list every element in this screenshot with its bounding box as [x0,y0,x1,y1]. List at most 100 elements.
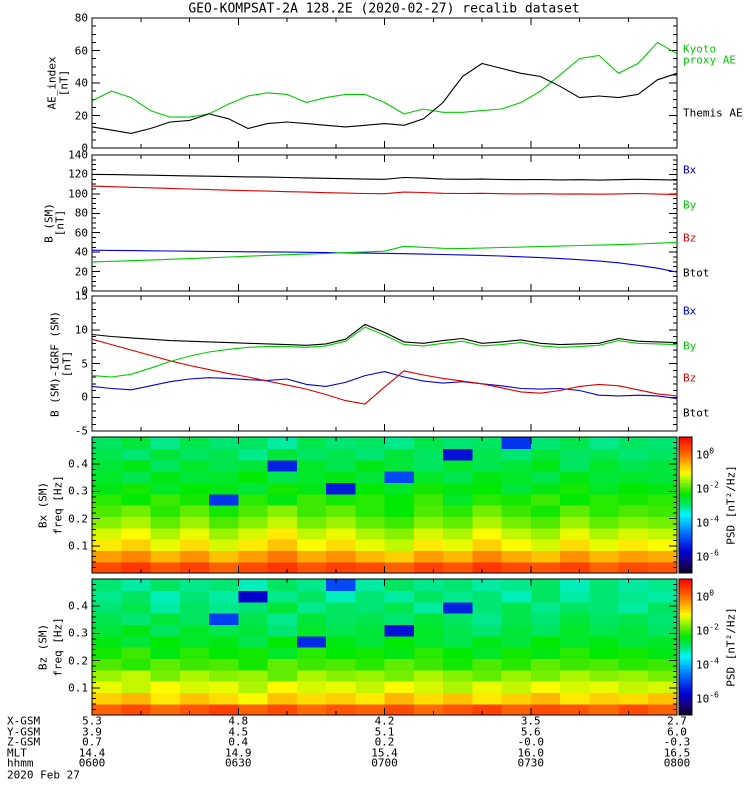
time-tick-label: 0700 [371,756,398,770]
y-tick-label: 60 [74,44,88,57]
axis-row-label: X-GSM [7,714,41,728]
axis-row-value: 4.2 [374,714,395,728]
y-tick-label: 0.3 [68,484,88,498]
y-axis-title: [nT] [53,209,67,237]
y-axis-title: [nT] [60,350,74,377]
axis-row-value: 16.5 [663,746,691,759]
series-Bz [91,185,678,196]
series-Bx [91,371,678,400]
y-tick-label: 0.2 [68,512,88,526]
legend-label: By [683,339,697,353]
y-tick-label: 0 [81,284,88,298]
chart-title: GEO-KOMPSAT-2A 128.2E (2020-02-27) recal… [188,1,580,17]
colorbar-tick-label: 10-2 [696,480,719,496]
axis-row-label: hhmm [7,756,34,770]
y-tick-label: 40 [74,245,88,259]
axis-row-value: 14.4 [78,746,106,759]
axis-row-value: 2.7 [667,714,687,728]
axis-row-value: 5.6 [520,725,541,738]
colorbar-tick-label: 10-4 [696,656,719,672]
axis-row-value: 0.2 [374,735,395,749]
legend-label: Bz [683,231,697,245]
y-axis-title: [nT] [57,69,71,97]
axis-row-label: Y-GSM [7,725,41,738]
time-tick-label: 0730 [517,756,545,770]
colorbar-tick-label: 10-6 [696,548,719,564]
y-tick-label: 80 [74,206,88,220]
axis-row-value: 16.0 [517,746,545,759]
time-tick-label: 0800 [663,756,691,770]
y-tick-label: -5 [74,424,88,438]
axis-row-value: -0.3 [663,735,691,749]
series-Bx [91,249,678,273]
colorbar-tick-label: 100 [696,588,715,604]
series-Btot [91,173,678,181]
series-By [91,241,678,263]
y-tick-label: 10 [74,323,88,337]
time-tick-label: 0630 [225,756,252,770]
time-tick-label: 0600 [78,756,106,770]
axis-row-value: 3.5 [520,714,541,728]
colorbar-tick-label: 10-2 [696,622,719,638]
y-tick-label: 20 [74,265,88,279]
axis-row-value: 15.4 [371,746,398,759]
y-axis-title: AE_index [45,56,59,110]
series-Bz [91,338,678,405]
legend-label: Btot [683,406,710,420]
series-Themis AE [91,62,678,134]
y-tick-label: 20 [74,109,88,122]
legend-label: Kyoto [683,42,717,56]
y-tick-label: 0 [81,141,88,155]
legend-label: Bx [683,304,697,318]
y-axis-title: freq [Hz] [51,475,65,535]
axis-row-value: 4.8 [228,714,249,728]
axis-row-value: 0.7 [82,735,102,749]
axis-row-value: 4.5 [228,725,249,738]
axis-row-value: -0.0 [517,735,545,749]
legend-label: Btot [683,266,710,280]
axis-row-label: Z-GSM [7,735,41,749]
y-tick-label: 5 [81,357,88,370]
y-tick-label: 60 [74,226,88,240]
y-tick-label: 0.4 [68,457,88,471]
colorbar-tick-label: 10-6 [696,690,719,706]
y-tick-label: 0.4 [68,599,88,613]
axis-row-value: 0.4 [228,735,249,749]
y-tick-label: 15 [74,289,88,303]
colorbar-tick-label: 100 [696,446,715,462]
y-tick-label: 80 [74,11,88,25]
y-tick-label: 0 [81,390,88,404]
y-axis-title: freq [Hz] [51,617,65,677]
legend-label: Bx [683,163,697,177]
colorbar-title: PSD [nT²/Hz] [724,607,738,687]
series-Kyoto proxy AE [91,41,678,118]
y-axis-title: B (SM)-IGRF (SM) [48,310,62,417]
legend-label: Bz [683,371,697,385]
y-tick-label: 40 [74,76,88,90]
colorbar-tick-label: 10-4 [696,514,719,530]
y-tick-label: 0.3 [68,626,88,640]
axis-row-value: 14.9 [225,746,252,759]
axis-row-value: 5.1 [374,725,395,738]
y-tick-label: 100 [68,187,88,201]
axis-row-value: 6.0 [667,725,687,738]
legend-label: Themis AE [683,106,743,120]
series-By [91,326,678,378]
colorbar-title: PSD [nT²/Hz] [724,465,738,545]
axis-row-value: 5.3 [82,714,102,728]
y-tick-label: 0.1 [68,681,88,695]
date-label: 2020 Feb 27 [7,768,80,782]
y-tick-label: 0.2 [68,654,88,668]
y-tick-label: 0.1 [68,539,88,553]
y-tick-label: 140 [68,148,88,162]
legend-label: By [683,198,697,212]
y-axis-title: Bz (SM) [36,623,50,671]
y-axis-title: Bx (SM) [36,481,50,529]
axis-row-label: MLT [7,746,27,759]
y-tick-label: 120 [68,167,88,181]
legend-label: proxy AE [683,53,736,67]
series-Btot [91,323,678,346]
axis-row-value: 3.9 [82,725,102,738]
